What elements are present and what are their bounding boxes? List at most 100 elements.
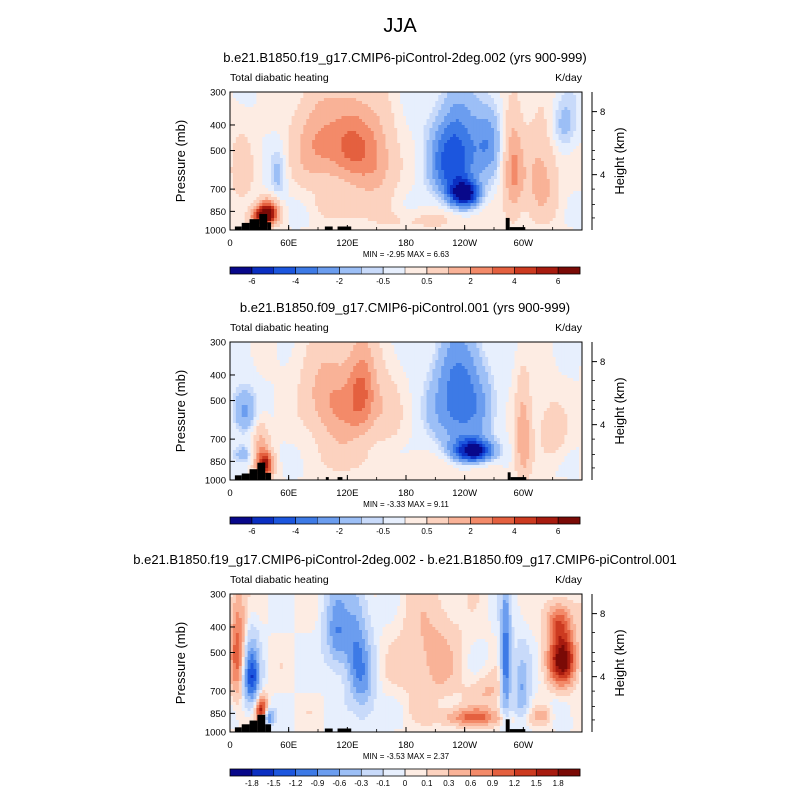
heat-cell xyxy=(535,158,539,162)
heat-cell xyxy=(397,215,401,219)
heat-cell xyxy=(423,194,427,198)
heat-cell xyxy=(526,173,530,177)
heat-cell xyxy=(432,185,436,189)
heat-cell xyxy=(373,185,378,189)
heat-cell xyxy=(564,173,568,177)
heat-cell xyxy=(235,206,240,210)
heat-cell xyxy=(256,185,260,189)
heat-cell xyxy=(520,203,524,207)
heat-cell xyxy=(464,164,468,168)
heat-cell xyxy=(505,212,510,216)
heat-cell xyxy=(447,107,451,111)
heat-cell xyxy=(420,191,424,195)
heat-cell xyxy=(285,161,290,165)
heat-cell xyxy=(473,116,477,120)
heat-cell xyxy=(529,197,533,201)
heat-cell xyxy=(247,161,251,165)
heat-cell xyxy=(552,164,556,168)
heat-cell xyxy=(452,140,457,144)
heat-cell xyxy=(238,119,243,123)
heat-cell xyxy=(535,167,539,171)
heat-cell xyxy=(379,119,383,123)
heat-cell xyxy=(529,167,533,171)
heat-cell xyxy=(432,194,436,198)
heat-cell xyxy=(555,107,559,111)
heat-cell xyxy=(426,155,430,159)
heat-cell xyxy=(540,191,545,195)
heat-cell xyxy=(370,149,375,153)
heat-cell xyxy=(397,179,401,183)
heat-cell xyxy=(523,116,527,120)
heat-cell xyxy=(382,212,386,216)
heat-cell xyxy=(271,191,275,195)
heat-cell xyxy=(540,92,545,96)
heat-cell xyxy=(323,128,328,132)
heat-cell xyxy=(511,173,515,177)
heat-cell xyxy=(344,104,348,108)
heat-cell xyxy=(538,152,542,156)
heat-cell xyxy=(511,137,515,141)
heat-cell xyxy=(364,212,369,216)
heat-cell xyxy=(523,113,527,117)
heat-cell xyxy=(476,194,480,198)
heat-cell xyxy=(241,149,246,153)
heat-cell xyxy=(452,170,457,174)
heat-cell xyxy=(517,113,521,117)
heat-cell xyxy=(517,167,521,171)
heat-cell xyxy=(364,155,369,159)
heat-cell xyxy=(376,161,380,165)
heat-cell xyxy=(482,170,486,174)
heat-cell xyxy=(520,113,524,117)
heat-cell xyxy=(529,176,533,180)
heat-cell xyxy=(450,176,454,180)
heat-cell xyxy=(414,104,419,108)
heat-cell xyxy=(517,182,521,186)
heat-cell xyxy=(288,101,292,105)
heat-cell xyxy=(388,209,392,213)
heat-cell xyxy=(523,92,527,96)
heat-cell xyxy=(558,110,562,114)
heat-cell xyxy=(467,143,471,147)
heat-cell xyxy=(367,104,372,108)
heat-cell xyxy=(332,122,336,126)
heat-cell xyxy=(312,206,316,210)
heat-cell xyxy=(356,107,360,111)
heat-cell xyxy=(408,116,413,120)
heat-cell xyxy=(318,152,322,156)
heat-cell xyxy=(452,173,457,177)
heat-cell xyxy=(491,101,495,105)
heat-cell xyxy=(318,191,322,195)
heat-cell xyxy=(265,101,269,105)
heat-cell xyxy=(353,194,357,198)
heat-cell xyxy=(435,200,439,204)
heat-cell xyxy=(417,197,422,201)
heat-cell xyxy=(344,215,348,219)
heat-cell xyxy=(535,194,539,198)
heat-cell xyxy=(362,209,366,213)
heat-cell xyxy=(470,194,474,198)
heat-cell xyxy=(458,191,463,195)
heat-cell xyxy=(262,167,266,171)
heat-cell xyxy=(323,212,328,216)
heat-cell xyxy=(300,197,304,201)
heat-cell xyxy=(455,143,460,147)
heat-cell xyxy=(276,197,281,201)
heat-cell xyxy=(426,179,430,183)
heat-cell xyxy=(526,122,530,126)
heat-cell xyxy=(529,182,533,186)
heat-cell xyxy=(482,161,486,165)
heat-cell xyxy=(400,140,404,144)
heat-cell xyxy=(532,158,536,162)
heat-cell xyxy=(523,179,527,183)
heat-cell xyxy=(323,152,328,156)
heat-cell xyxy=(511,194,515,198)
heat-cell xyxy=(344,116,348,120)
heat-cell xyxy=(488,188,492,192)
heat-cell xyxy=(312,152,316,156)
heat-cell xyxy=(391,158,395,162)
heat-cell xyxy=(496,95,501,99)
heat-cell xyxy=(505,176,510,180)
heat-cell xyxy=(230,161,234,165)
heat-cell xyxy=(570,143,574,147)
heat-cell xyxy=(429,113,433,117)
